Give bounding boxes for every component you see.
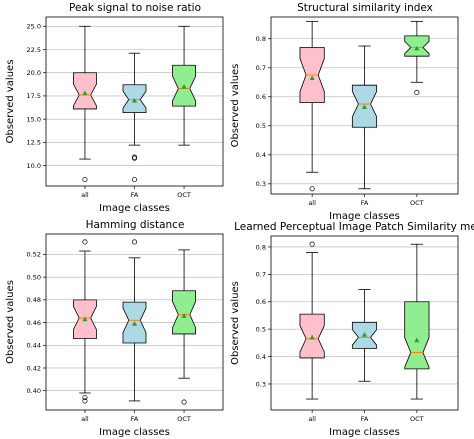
y-tick-label: 0.40 [27, 387, 41, 395]
mean-marker [309, 75, 315, 81]
y-tick-label: 0.4 [256, 151, 266, 159]
box-OCT [404, 243, 430, 400]
box-body [404, 301, 430, 370]
y-tick-label: 0.8 [256, 243, 266, 251]
plot-area [270, 16, 459, 195]
chart-title: Peak signal to noise ratio [69, 2, 201, 14]
y-tick-label: 0.50 [27, 273, 41, 281]
box-FA [351, 45, 378, 190]
y-tick-label: 0.7 [256, 64, 266, 72]
x-axis-label: Image classes [99, 427, 170, 438]
y-tick-label: 20.0 [27, 69, 41, 77]
outlier-point [131, 176, 138, 183]
outlier-point [82, 398, 88, 404]
box-FA [122, 52, 147, 183]
y-tick-label: 0.42 [27, 364, 41, 372]
box-all [299, 241, 325, 400]
plot-area [45, 233, 224, 411]
outlier-point [309, 186, 315, 192]
mean-marker [131, 97, 138, 103]
x-axis-label: Image classes [329, 211, 400, 222]
mean-marker [82, 90, 88, 96]
outlier-point [181, 399, 187, 405]
x-tick-label: FA [131, 191, 139, 199]
y-tick-label: 17.5 [27, 92, 41, 100]
x-tick-label: OCT [177, 191, 191, 199]
chart-panel-1: 10.0 12.5 15.0 17.5 20.0 22.5 25.0 all FA OCT Peak… [5, 2, 224, 214]
y-tick-label: 22.5 [27, 46, 41, 54]
x-tick-label: OCT [410, 415, 424, 423]
chart-title: Hamming distance [86, 219, 185, 231]
y-tick-label: 0.3 [256, 180, 266, 188]
plot-area [45, 16, 224, 187]
box-all [73, 25, 97, 183]
y-tick-label: 12.5 [27, 139, 41, 147]
chart-title: Learned Perceptual Image Patch Similarit… [234, 221, 474, 233]
y-tick-label: 0.7 [256, 271, 266, 279]
x-axis-label: Image classes [99, 203, 170, 214]
outlier-point [131, 154, 138, 160]
outlier-point [82, 176, 88, 183]
y-tick-label: 0.8 [256, 35, 266, 43]
mean-marker [181, 313, 187, 318]
outlier-point [82, 394, 88, 401]
y-tick-label: 0.44 [27, 342, 41, 350]
mean-marker [414, 45, 420, 51]
y-axis-label: Observed values [5, 60, 16, 144]
x-tick-label: OCT [177, 415, 191, 423]
y-tick-label: 25.0 [27, 23, 41, 31]
x-tick-label: FA [361, 199, 369, 207]
y-axis-label: Observed values [230, 64, 241, 148]
mean-marker [361, 332, 368, 337]
box-body [172, 290, 196, 335]
chart-panel-2: 0.3 0.4 0.5 0.6 0.7 0.8 all FA OCT Structural sim… [230, 2, 459, 222]
x-tick-label: FA [361, 415, 369, 423]
y-tick-label: 10.0 [27, 162, 41, 170]
x-tick-label: all [81, 415, 89, 423]
box-OCT [172, 249, 196, 405]
y-tick-label: 0.5 [256, 122, 266, 130]
y-tick-label: 0.6 [256, 298, 266, 306]
y-tick-label: 0.6 [256, 93, 266, 101]
plot-area [270, 235, 459, 411]
box-all [73, 239, 97, 404]
chart-panel-4: 0.3 0.4 0.5 0.6 0.7 0.8 all FA OCT Learned Percep… [230, 221, 474, 438]
outlier-point [414, 89, 420, 95]
outlier-point [82, 239, 88, 245]
box-FA [351, 289, 378, 382]
mean-marker [181, 84, 187, 89]
x-tick-label: all [81, 191, 89, 199]
y-tick-label: 0.3 [256, 380, 266, 388]
box-FA [122, 239, 147, 402]
x-tick-label: OCT [410, 199, 424, 207]
outlier-point [131, 239, 138, 245]
chart-title: Structural similarity index [297, 2, 433, 14]
y-tick-label: 0.5 [256, 325, 266, 333]
y-tick-label: 15.0 [27, 115, 41, 123]
x-tick-label: all [308, 199, 316, 207]
y-axis-label: Observed values [5, 280, 16, 364]
mean-marker [309, 334, 315, 340]
box-OCT [172, 25, 196, 146]
y-tick-label: 0.4 [256, 353, 266, 361]
y-tick-label: 0.46 [27, 319, 41, 327]
mean-marker [82, 316, 88, 322]
y-tick-label: 0.52 [27, 251, 41, 259]
x-axis-label: Image classes [329, 427, 400, 438]
mean-marker [131, 321, 138, 326]
mean-marker [361, 104, 368, 110]
x-tick-label: all [308, 415, 316, 423]
chart-panel-3: 0.40 0.42 0.44 0.46 0.48 0.50 0.52 all FA OCT Hamm… [5, 219, 224, 438]
y-tick-label: 0.48 [27, 296, 41, 304]
box-OCT [404, 20, 430, 95]
outlier-point [309, 241, 315, 247]
mean-marker [414, 337, 420, 343]
x-tick-label: FA [131, 415, 139, 423]
y-axis-label: Observed values [230, 281, 241, 365]
box-all [299, 20, 325, 192]
